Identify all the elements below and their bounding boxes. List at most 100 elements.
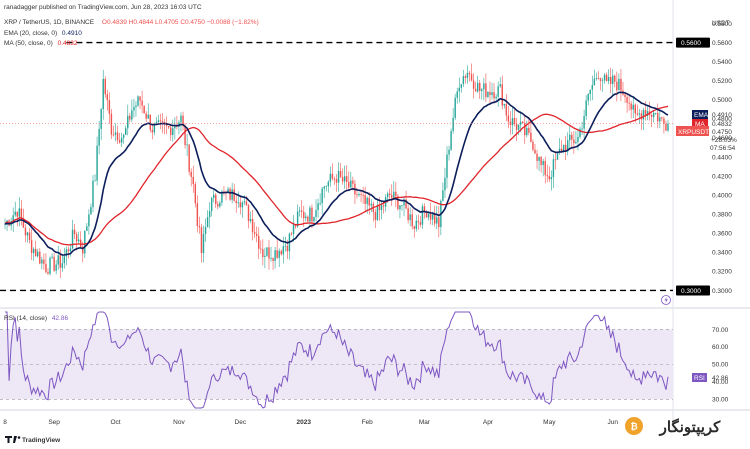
candle[interactable] [49,256,51,276]
candle[interactable] [622,81,624,97]
candle[interactable] [581,121,583,135]
candle[interactable] [335,174,338,192]
candle[interactable] [395,182,397,208]
candle[interactable] [466,65,469,84]
ma50-line[interactable] [4,105,669,246]
candle[interactable] [196,195,199,233]
candle[interactable] [235,193,237,213]
candle[interactable] [607,69,610,85]
candle[interactable] [632,97,634,118]
candle[interactable] [114,123,117,142]
lightning-icon[interactable] [661,295,671,305]
candle[interactable] [327,180,330,193]
candle[interactable] [434,205,436,227]
candle[interactable] [313,216,315,224]
candle[interactable] [491,82,493,100]
candle[interactable] [55,259,57,275]
candle[interactable] [372,201,375,222]
candle[interactable] [403,196,405,217]
candle[interactable] [88,209,90,235]
candle[interactable] [116,125,119,145]
candle[interactable] [438,206,440,238]
candle[interactable] [579,126,581,139]
candle[interactable] [493,83,495,104]
candle[interactable] [102,69,104,120]
candle[interactable] [129,112,131,123]
candle[interactable] [86,223,88,231]
candle[interactable] [276,239,278,259]
candle[interactable] [202,225,205,263]
candle[interactable] [176,115,178,130]
candle[interactable] [125,125,127,135]
candle[interactable] [190,168,192,187]
candle[interactable] [331,163,334,181]
candle[interactable] [170,123,172,141]
candle[interactable] [77,231,80,244]
candle[interactable] [43,253,45,270]
candle[interactable] [476,75,479,94]
candle[interactable] [198,216,201,234]
candle[interactable] [628,94,630,111]
candle[interactable] [188,144,190,176]
candle[interactable] [554,152,557,170]
candle[interactable] [425,209,428,218]
candle[interactable] [411,208,413,230]
candle[interactable] [94,174,96,182]
candle[interactable] [172,119,174,142]
candle[interactable] [319,193,321,206]
candle[interactable] [118,132,121,144]
candle[interactable] [255,226,258,243]
candle[interactable] [612,69,614,95]
candle[interactable] [262,239,264,266]
candle[interactable] [501,75,503,110]
candle[interactable] [139,96,141,110]
candle[interactable] [663,116,665,134]
candle[interactable] [163,118,166,135]
candle[interactable] [589,89,591,101]
candle[interactable] [597,71,600,80]
ema-legend[interactable]: EMA (20, close, 0) 0.4910 [4,30,82,37]
candle[interactable] [223,185,225,196]
candle[interactable] [18,197,21,227]
candle[interactable] [464,74,467,84]
candle[interactable] [112,125,115,137]
candle[interactable] [648,101,651,121]
candle[interactable] [519,111,522,133]
candle[interactable] [472,73,475,99]
candle[interactable] [391,184,393,207]
candle[interactable] [393,181,395,199]
candle[interactable] [667,119,669,133]
candle[interactable] [620,69,622,101]
candle[interactable] [315,199,317,221]
candle[interactable] [350,171,352,188]
candle[interactable] [452,107,454,134]
candle[interactable] [73,224,76,239]
candle[interactable] [413,225,415,238]
candle[interactable] [521,120,524,124]
candle[interactable] [511,107,514,135]
candle[interactable] [657,103,659,129]
candle[interactable] [542,158,544,177]
candle[interactable] [241,200,244,218]
candle[interactable] [65,246,68,266]
candle[interactable] [401,204,403,211]
ema20-line[interactable] [4,91,669,256]
candle[interactable] [239,196,242,215]
candle[interactable] [307,215,309,223]
candle[interactable] [605,72,608,82]
candle[interactable] [595,72,598,81]
support-resistance-lines[interactable] [0,41,673,292]
candle[interactable] [210,196,213,217]
candle[interactable] [106,89,109,111]
candle[interactable] [339,163,342,178]
candle[interactable] [96,136,98,186]
candle[interactable] [505,94,508,121]
candle[interactable] [665,120,667,131]
candle[interactable] [39,248,41,265]
candle[interactable] [603,72,606,84]
candle[interactable] [460,84,463,93]
candle[interactable] [145,111,147,122]
candle[interactable] [587,93,589,106]
candle[interactable] [75,231,78,251]
candle[interactable] [601,77,604,92]
